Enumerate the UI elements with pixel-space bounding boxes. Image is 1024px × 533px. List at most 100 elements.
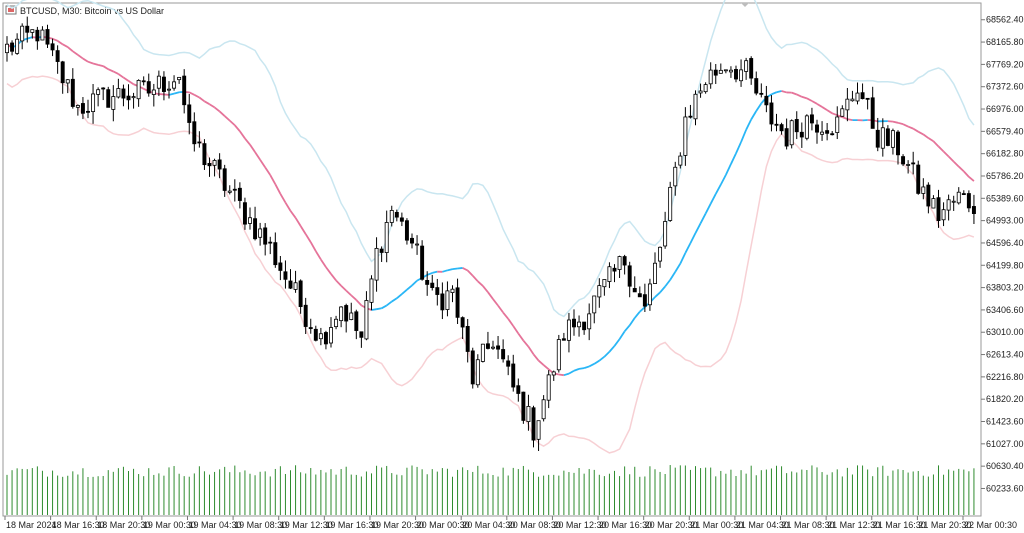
bb-middle-segment xyxy=(391,297,398,303)
bb-middle-segment xyxy=(224,115,231,122)
chart-title-text: BTCUSD, M30: Bitcoin vs US Dollar xyxy=(20,6,164,16)
candle-body xyxy=(708,69,713,85)
bb-middle-segment xyxy=(452,267,458,271)
candle-body xyxy=(774,123,779,126)
candle-body xyxy=(379,248,384,253)
bb-middle-segment xyxy=(588,363,595,368)
bb-middle-segment xyxy=(674,263,682,273)
candle-body xyxy=(506,360,511,367)
candle-body xyxy=(212,160,217,166)
time-tick-label: 21 Mar 08:30 xyxy=(782,520,835,530)
time-tick-label: 20 Mar 12:30 xyxy=(553,520,606,530)
candle-body xyxy=(663,221,668,247)
time-tick-label: 20 Mar 08:30 xyxy=(508,520,561,530)
candle-body xyxy=(50,43,55,51)
bb-middle-segment xyxy=(791,91,798,96)
candle-body xyxy=(177,76,182,81)
bb-middle-segment xyxy=(97,64,104,67)
volume-histogram xyxy=(6,465,975,515)
bb-middle-segment xyxy=(563,372,570,377)
bb-middle-segment xyxy=(376,307,382,311)
candle-body xyxy=(880,127,885,149)
bb-middle-segment xyxy=(847,118,853,121)
candle-body xyxy=(303,304,308,327)
bb-middle-segment xyxy=(289,210,297,219)
bb-middle-segment xyxy=(401,289,408,295)
scroll-marker-icon[interactable] xyxy=(741,3,749,7)
bb-middle-segment xyxy=(892,120,899,124)
bb-middle-segment xyxy=(502,311,509,320)
bb-middle-segment xyxy=(214,106,221,113)
candle-body xyxy=(718,69,723,74)
bb-middle-segment xyxy=(487,291,494,300)
candle-body xyxy=(430,282,435,288)
price-tick-label: 66579.40 xyxy=(986,126,1024,136)
candle-body xyxy=(840,108,845,117)
bb-middle-segment xyxy=(112,70,119,75)
bb-middle-segment xyxy=(26,36,33,40)
candle-body xyxy=(820,131,825,135)
candle-body xyxy=(931,198,936,209)
candle-body xyxy=(440,293,445,311)
candle-body xyxy=(769,102,774,125)
price-axis[interactable]: 68562.40 68165.80 67769.20 67372.60 66976.00… xyxy=(981,15,1024,494)
candle-body xyxy=(875,129,880,148)
candle-body xyxy=(45,29,50,45)
candle-body xyxy=(96,89,101,95)
candle-body xyxy=(966,193,971,209)
bb-middle-segment xyxy=(942,150,950,158)
price-tick-label: 63010.00 xyxy=(986,327,1024,337)
candle-body xyxy=(263,227,268,245)
price-tick-label: 63406.60 xyxy=(986,305,1024,315)
time-tick-label: 19 Mar 00:30 xyxy=(143,520,196,530)
candle-body xyxy=(556,339,561,371)
time-tick-label: 18 Mar 2024 xyxy=(6,520,57,530)
bb-middle-segment xyxy=(593,359,600,365)
candle-body xyxy=(971,206,976,214)
candle-body xyxy=(911,162,916,165)
candle-body xyxy=(916,164,921,194)
bb-middle-segment xyxy=(831,112,838,117)
bb-middle-segment xyxy=(512,325,520,334)
candle-body xyxy=(587,313,592,330)
bb-middle-segment xyxy=(573,368,580,372)
candle-body xyxy=(465,326,470,352)
candle-body xyxy=(744,60,749,72)
candle-body xyxy=(126,95,131,101)
candle-body xyxy=(607,266,612,282)
bb-middle-segment xyxy=(244,137,251,146)
candle-body xyxy=(951,200,956,203)
time-tick-label: 21 Mar 04:30 xyxy=(736,520,789,530)
candle-body xyxy=(485,343,490,349)
bb-middle-segment xyxy=(249,144,256,153)
bb-middle-segment xyxy=(254,151,261,161)
candle-body xyxy=(713,69,718,76)
bb-middle-segment xyxy=(309,241,317,252)
candle-body xyxy=(941,209,946,221)
candle-body xyxy=(496,345,501,350)
bb-middle-segment xyxy=(796,93,803,98)
candle-body xyxy=(577,321,582,328)
candle-body xyxy=(273,242,278,266)
bb-middle-segment xyxy=(284,202,292,212)
bb-middle-segment xyxy=(720,174,727,186)
bb-middle-segment xyxy=(841,116,848,120)
bb-middle-segment xyxy=(543,364,550,370)
candle-body xyxy=(536,420,541,440)
candle-body xyxy=(80,103,85,114)
bb-middle-segment xyxy=(801,95,808,100)
candle-body xyxy=(354,311,359,331)
bb-middle-segment xyxy=(350,294,357,301)
candle-body xyxy=(10,42,15,52)
bb-middle-segment xyxy=(902,123,909,128)
candle-body xyxy=(278,262,283,271)
bb-middle-segment xyxy=(684,242,692,254)
bb-middle-segment xyxy=(740,129,747,143)
bb-middle-segment xyxy=(396,293,403,299)
candle-body xyxy=(946,199,951,211)
candle-body xyxy=(207,162,212,167)
candle-body xyxy=(15,38,20,54)
bb-middle-segment xyxy=(411,279,418,287)
